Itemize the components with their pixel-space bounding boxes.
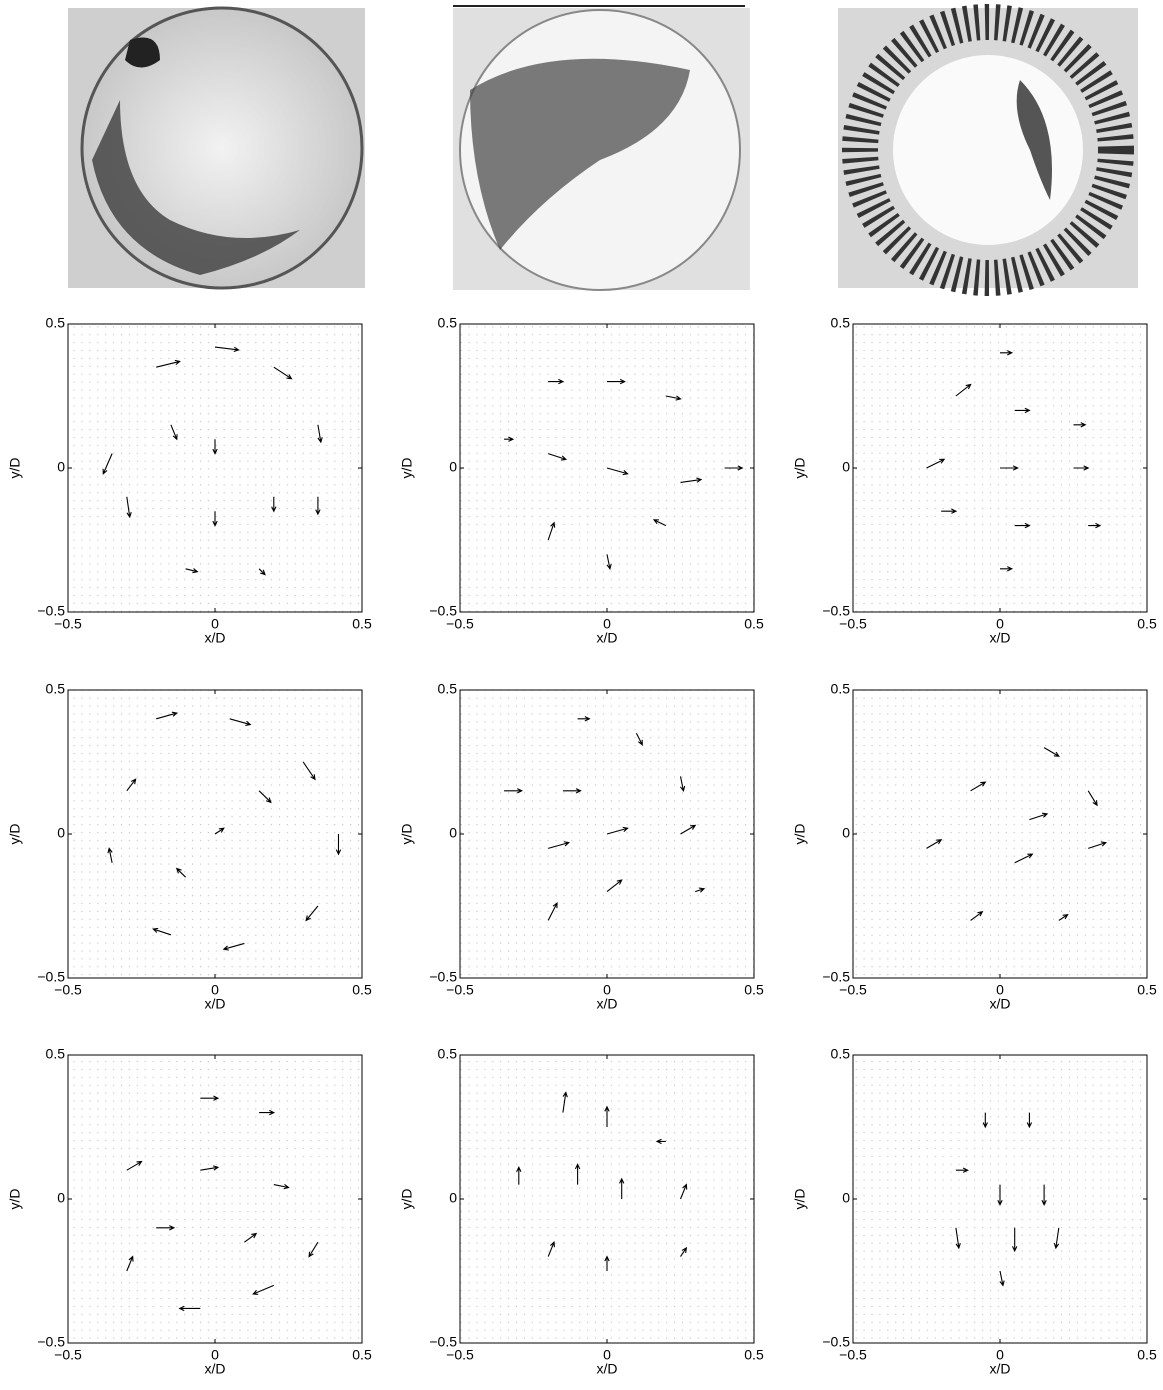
plot-area [853, 690, 1147, 978]
x-tick-label: 0.5 [744, 982, 764, 998]
y-tick-label: −0.5 [429, 969, 457, 985]
y-tick-label: 0.5 [46, 681, 66, 697]
y-axis-label: y/D [7, 458, 23, 479]
y-tick-label: 0.5 [831, 1046, 851, 1062]
x-tick-label: 0.5 [352, 616, 372, 632]
y-tick-label: −0.5 [429, 1334, 457, 1350]
y-tick-label: 0.5 [831, 681, 851, 697]
quiver-panel: −0.500.5−0.500.5x/Dy/D [7, 1046, 372, 1377]
y-tick-label: −0.5 [37, 603, 65, 619]
y-tick-label: 0 [57, 825, 65, 841]
x-axis-label: x/D [597, 996, 618, 1012]
x-tick-label: 0.5 [744, 616, 764, 632]
x-tick-label: 0.5 [1137, 1347, 1157, 1363]
x-axis-label: x/D [205, 630, 226, 646]
y-tick-label: 0 [842, 1190, 850, 1206]
y-axis-label: y/D [7, 824, 23, 845]
panels: −0.5 0 0.5 −0.5 0 0.5 x/D y/D −0.5 0 0.5 −0.5 0 0.5 x/… [7, 315, 1157, 1377]
x-axis-label: x/D [990, 996, 1011, 1012]
x-axis-label: x/D [597, 630, 618, 646]
x-tick-label: 0.5 [352, 982, 372, 998]
y-tick-label: 0.5 [438, 681, 458, 697]
photo [453, 6, 750, 290]
x-tick-label: 0.5 [1137, 616, 1157, 632]
x-axis-label: x/D [990, 630, 1011, 646]
y-tick-label: 0 [449, 1190, 457, 1206]
x-axis-label: x/D [205, 996, 226, 1012]
y-axis-label: y/D [792, 824, 808, 845]
y-tick-label: 0 [842, 459, 850, 475]
y-tick-label: −0.5 [429, 603, 457, 619]
y-axis-label: y/D [399, 824, 415, 845]
x-tick-label: 0.5 [744, 1347, 764, 1363]
y-tick-label: 0 [57, 459, 65, 475]
plot-area [460, 1055, 754, 1343]
quiver-panel: −0.500.5−0.500.5x/Dy/D [399, 681, 764, 1012]
y-axis-label: y/D [399, 458, 415, 479]
y-tick-label: −0.5 [822, 603, 850, 619]
y-axis-label: y/D [7, 1189, 23, 1210]
quiver-panel: −0.500.5−0.500.5x/Dy/D [7, 315, 372, 646]
y-tick-label: 0.5 [831, 315, 851, 331]
x-axis-label: x/D [597, 1361, 618, 1377]
y-tick-label: 0 [449, 459, 457, 475]
y-axis-label: y/D [792, 458, 808, 479]
x-tick-label: 0.5 [1137, 982, 1157, 998]
y-tick-label: −0.5 [37, 969, 65, 985]
y-axis-label: y/D [399, 1189, 415, 1210]
quiver-panel: −0.500.5−0.500.5x/Dy/D [792, 1046, 1157, 1377]
y-tick-label: 0 [449, 825, 457, 841]
y-tick-label: 0.5 [46, 1046, 66, 1062]
y-axis-label: y/D [792, 1189, 808, 1210]
photo [68, 8, 365, 288]
x-axis-label: x/D [205, 1361, 226, 1377]
x-axis-label: x/D [990, 1361, 1011, 1377]
y-tick-label: 0 [57, 1190, 65, 1206]
x-tick-label: 0.5 [352, 1347, 372, 1363]
y-tick-label: −0.5 [822, 1334, 850, 1350]
y-tick-label: −0.5 [822, 969, 850, 985]
y-tick-label: 0.5 [438, 1046, 458, 1062]
figure: −0.5 0 0.5 −0.5 0 0.5 x/D y/D −0.5 0 0.5 −0.5 0 0.5 x/… [0, 0, 1163, 1385]
photo [838, 8, 1138, 288]
y-tick-label: 0.5 [46, 315, 66, 331]
y-tick-label: 0 [842, 825, 850, 841]
y-tick-label: 0.5 [438, 315, 458, 331]
plot-area [68, 324, 362, 612]
y-tick-label: −0.5 [37, 1334, 65, 1350]
